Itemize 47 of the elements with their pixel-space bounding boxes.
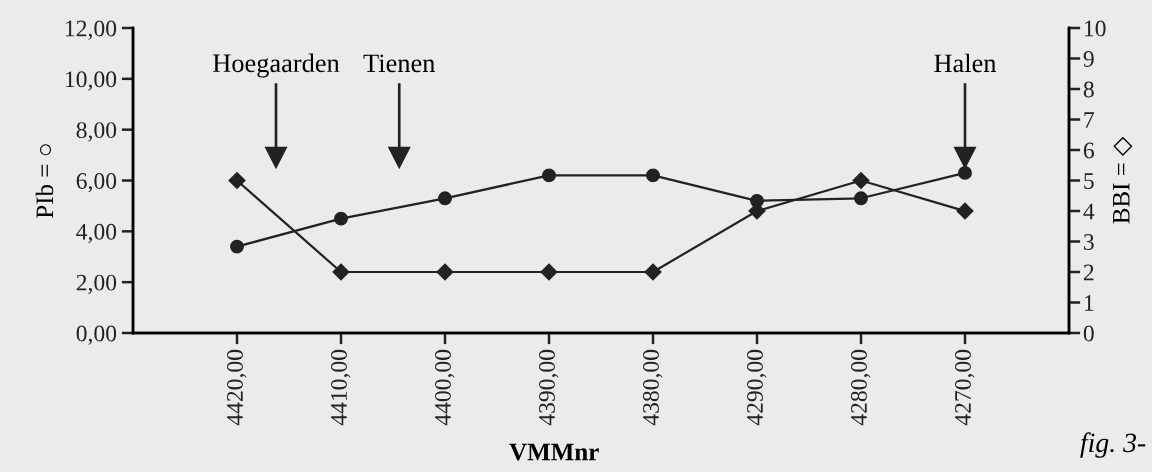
x-axis-title: VMMnr — [509, 443, 599, 461]
annotation: Halen — [934, 53, 997, 73]
x-tick-label: 4270,00 — [954, 349, 975, 426]
point — [542, 168, 556, 183]
y2-tick-label: 8 — [1083, 81, 1094, 98]
point — [438, 191, 452, 206]
y-tick-label: 2,00 — [76, 274, 117, 294]
point — [956, 202, 974, 220]
y2-tick-label: 4 — [1083, 203, 1095, 220]
y-tick-label: 0,00 — [76, 325, 117, 345]
x-tick-label: 4410,00 — [330, 349, 351, 426]
y2-tick-label: 3 — [1084, 234, 1094, 250]
point — [334, 211, 348, 226]
point — [228, 171, 246, 190]
y2-tick-label: 5 — [1084, 173, 1094, 189]
y2-tick-label: 10 — [1084, 20, 1106, 37]
point — [644, 263, 662, 281]
point — [854, 191, 868, 206]
point — [958, 165, 972, 180]
y2-tick-label: 0 — [1083, 325, 1094, 342]
y2-tick-label: 9 — [1083, 51, 1094, 67]
x-tick-label: 4400,00 — [434, 349, 455, 426]
y-tick-label: 10,00 — [65, 71, 117, 91]
x-tick-label: 4380,00 — [642, 349, 663, 426]
y2-tick-label: 6 — [1083, 142, 1094, 159]
y-tick-label: 6,00 — [76, 172, 117, 193]
y-tick-label: 8,00 — [76, 122, 117, 142]
x-tick-label: 4420,00 — [226, 349, 247, 426]
point — [436, 263, 454, 281]
x-tick-label: 4280,00 — [850, 349, 871, 426]
annotation: Tienen — [363, 54, 436, 73]
y2-axis-title: BBI = ◇ — [1113, 136, 1133, 224]
y2-tick-label: 7 — [1084, 112, 1095, 128]
y2-tick-label: 2 — [1083, 264, 1094, 281]
x-tick-label: 4390,00 — [538, 349, 559, 426]
point — [230, 239, 244, 254]
point — [332, 263, 350, 281]
y-axis-title: PIb = ○ — [35, 144, 54, 218]
annotation: Hoegaarden — [213, 53, 340, 78]
point — [852, 171, 870, 190]
y-tick-label: 12,00 — [65, 20, 117, 40]
y2-tick-label: 1 — [1084, 295, 1094, 311]
y-tick-label: 4,00 — [76, 223, 117, 244]
point — [646, 168, 660, 183]
point — [540, 263, 558, 281]
caption: fig. 3- — [1080, 432, 1146, 458]
x-tick-label: 4290,00 — [746, 349, 767, 426]
